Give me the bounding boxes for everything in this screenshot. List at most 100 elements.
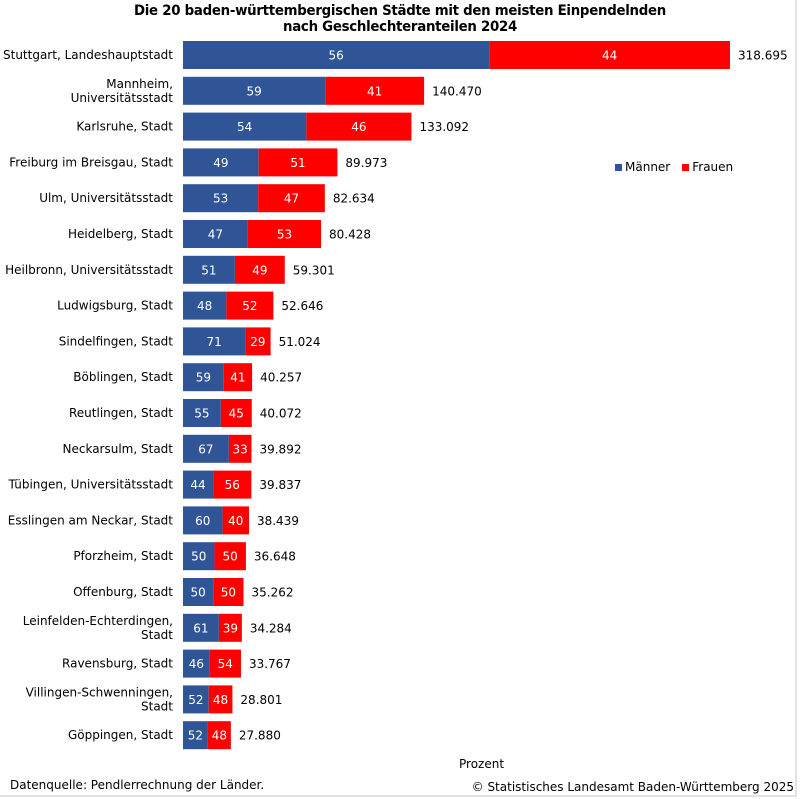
legend-swatch-frauen bbox=[682, 163, 690, 171]
bar-segment-maenner bbox=[183, 255, 235, 284]
category-label: Tübingen, Universitätsstadt bbox=[8, 478, 174, 492]
total-label: 40.072 bbox=[260, 407, 302, 421]
total-label: 140.470 bbox=[432, 84, 482, 98]
bar-row: Reutlingen, Stadt 55 45 40.072 bbox=[69, 399, 302, 427]
bar-segment-maenner bbox=[183, 578, 214, 606]
segment-label-maenner: 47 bbox=[208, 228, 223, 242]
category-label: Ulm, Universitätsstadt bbox=[39, 191, 173, 205]
total-label: 34.284 bbox=[250, 621, 292, 635]
total-label: 33.767 bbox=[249, 657, 291, 671]
segment-label-maenner: 71 bbox=[206, 335, 221, 349]
bar-row: Heidelberg, Stadt 47 53 80.428 bbox=[68, 220, 371, 248]
category-label: Freiburg im Breisgau, Stadt bbox=[9, 155, 173, 169]
total-label: 51.024 bbox=[279, 335, 321, 349]
bar-segment-maenner bbox=[183, 613, 219, 642]
legend-item-frauen: Frauen bbox=[682, 160, 733, 174]
bar-row: Böblingen, Stadt 59 41 40.257 bbox=[73, 363, 302, 392]
segment-label-maenner: 52 bbox=[188, 693, 203, 707]
legend-label-frauen: Frauen bbox=[692, 160, 734, 174]
bar-segment-maenner bbox=[183, 148, 259, 177]
category-label-line: Karlsruhe, Stadt bbox=[76, 120, 173, 134]
segment-label-maenner: 44 bbox=[190, 478, 205, 492]
bar-row: Villingen-Schwenningen, Stadt 52 48 28.801 bbox=[26, 685, 282, 714]
category-label-line: Leinfelden-Echterdingen, bbox=[23, 614, 173, 628]
category-label-line: Esslingen am Neckar, Stadt bbox=[8, 513, 174, 527]
segment-label-frauen: 56 bbox=[225, 478, 240, 492]
bar-segment-maenner bbox=[183, 220, 248, 248]
category-label-line: Tübingen, Universitätsstadt bbox=[8, 478, 174, 492]
bar-segment-maenner bbox=[183, 434, 229, 463]
bar-segment-frauen bbox=[245, 327, 271, 356]
category-label: Ravensburg, Stadt bbox=[62, 657, 173, 671]
segment-label-frauen: 53 bbox=[277, 228, 292, 242]
category-label: Sindelfingen, Stadt bbox=[59, 334, 174, 348]
category-label-line: Göppingen, Stadt bbox=[68, 728, 173, 742]
segment-label-frauen: 52 bbox=[242, 299, 257, 313]
segment-label-maenner: 51 bbox=[201, 263, 216, 277]
bar-segment-maenner bbox=[183, 399, 221, 427]
bar-row: Karlsruhe, Stadt 54 46 133.092 bbox=[76, 112, 469, 141]
bar-segment-frauen bbox=[218, 613, 242, 642]
segment-label-frauen: 47 bbox=[284, 192, 299, 206]
bar-segment-frauen bbox=[226, 291, 274, 320]
segment-label-frauen: 39 bbox=[223, 621, 238, 635]
bar-segment-maenner bbox=[183, 184, 259, 213]
total-label: 80.428 bbox=[329, 228, 371, 242]
category-label-line: Villingen-Schwenningen, bbox=[26, 685, 173, 699]
segment-label-frauen: 33 bbox=[233, 442, 248, 456]
bar-row: Heilbronn, Universitätsstadt 51 49 59.301 bbox=[5, 255, 335, 284]
segment-label-maenner: 46 bbox=[189, 657, 204, 671]
total-label: 28.801 bbox=[240, 693, 282, 707]
segment-label-maenner: 60 bbox=[195, 514, 210, 528]
category-label-line: Offenburg, Stadt bbox=[73, 585, 173, 599]
category-label-line: Ludwigsburg, Stadt bbox=[57, 299, 173, 313]
copyright-note: © Statistisches Landesamt Baden-Württemb… bbox=[471, 780, 794, 794]
total-label: 36.648 bbox=[254, 550, 296, 564]
x-axis-label: Prozent bbox=[459, 757, 505, 771]
category-label: Heilbronn, Universitätsstadt bbox=[5, 263, 173, 277]
category-label-line: Mannheim, bbox=[106, 77, 173, 91]
bar-row: Göppingen, Stadt 52 48 27.880 bbox=[68, 721, 281, 750]
segment-label-frauen: 41 bbox=[367, 84, 382, 98]
category-label: Böblingen, Stadt bbox=[73, 370, 173, 384]
bar-segment-frauen bbox=[213, 470, 252, 499]
chart-title-line-1: Die 20 baden-württembergischen Städte mi… bbox=[133, 3, 667, 19]
segment-label-maenner: 59 bbox=[196, 371, 211, 385]
category-label: Reutlingen, Stadt bbox=[69, 406, 173, 420]
bar-segment-frauen bbox=[306, 112, 412, 141]
segment-label-frauen: 29 bbox=[250, 335, 265, 349]
segment-label-frauen: 44 bbox=[602, 49, 617, 63]
bar-row: Neckarsulm, Stadt 67 33 39.892 bbox=[63, 434, 301, 463]
segment-label-frauen: 54 bbox=[218, 657, 233, 671]
bar-segment-maenner bbox=[183, 363, 224, 392]
bar-segment-maenner bbox=[183, 327, 246, 356]
segment-label-maenner: 56 bbox=[329, 49, 344, 63]
bar-segment-frauen bbox=[220, 399, 252, 427]
bar-row: Leinfelden-Echterdingen, Stadt 61 39 34.284 bbox=[23, 613, 292, 642]
segment-label-maenner: 54 bbox=[237, 120, 252, 134]
bar-segment-frauen bbox=[325, 76, 425, 105]
category-label: Göppingen, Stadt bbox=[68, 728, 173, 742]
segment-label-frauen: 46 bbox=[351, 120, 366, 134]
category-label-line: Stuttgart, Landeshauptstadt bbox=[3, 48, 173, 62]
legend: Männer Frauen bbox=[615, 160, 733, 174]
category-label: Stuttgart, Landeshauptstadt bbox=[3, 48, 173, 62]
total-label: 133.092 bbox=[419, 120, 469, 134]
category-label-line: Neckarsulm, Stadt bbox=[63, 442, 174, 456]
category-label: Pforzheim, Stadt bbox=[73, 549, 173, 563]
bar-row: Ulm, Universitätsstadt 53 47 82.634 bbox=[39, 184, 375, 213]
segment-label-maenner: 59 bbox=[246, 84, 261, 98]
bar-segment-frauen bbox=[208, 685, 233, 714]
bar-row: Ravensburg, Stadt 46 54 33.767 bbox=[62, 649, 291, 678]
bar-segment-maenner bbox=[183, 649, 210, 678]
category-label: Heidelberg, Stadt bbox=[68, 227, 173, 241]
segment-label-frauen: 45 bbox=[229, 407, 244, 421]
total-label: 89.973 bbox=[345, 156, 387, 170]
segment-label-maenner: 50 bbox=[190, 586, 205, 600]
category-label: Karlsruhe, Stadt bbox=[76, 120, 173, 134]
segment-label-maenner: 50 bbox=[191, 550, 206, 564]
bar-row: Tübingen, Universitätsstadt 44 56 39.837 bbox=[8, 470, 301, 499]
bar-row: Esslingen am Neckar, Stadt 60 40 38.439 bbox=[8, 506, 299, 535]
bar-row: Mannheim, Universitätsstadt 59 41 140.470 bbox=[71, 76, 482, 105]
bar-segment-frauen bbox=[258, 148, 338, 177]
